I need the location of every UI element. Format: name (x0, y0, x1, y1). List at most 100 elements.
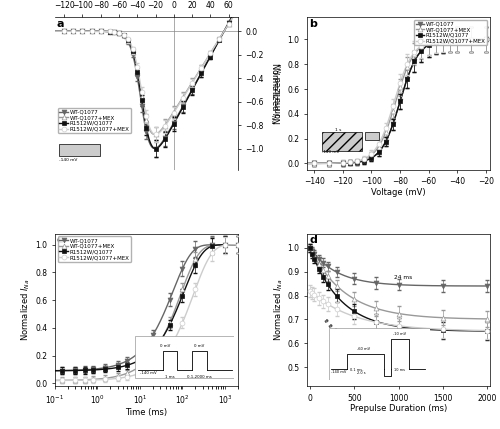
Point (310, 251, 318, 257)
Point (192, 256, 200, 263)
Point (453, 36, 461, 43)
Point (482, 36, 490, 43)
Point (124, 37, 132, 44)
Point (432, 38, 440, 45)
Legend: WT-Q1077, WT-Q1077+MEX, R1512W/Q1077, R1512W/Q1077+MEX: WT-Q1077, WT-Q1077+MEX, R1512W/Q1077, R1… (58, 108, 131, 133)
Point (179, 94, 187, 101)
Point (216, 36, 224, 43)
Point (80, 367, 88, 374)
Point (142, 129, 150, 136)
Point (110, 28, 118, 35)
Point (152, 145, 160, 152)
Point (216, 35, 224, 42)
Point (353, 159, 361, 166)
Point (138, 97, 146, 104)
Point (403, 75, 411, 82)
X-axis label: Prepulse Duration (ms): Prepulse Duration (ms) (350, 404, 447, 413)
Point (96, 28, 104, 35)
Point (353, 158, 361, 165)
Point (60, 28, 68, 35)
Point (310, 160, 318, 167)
Point (110, 29, 118, 36)
Point (224, 19, 232, 26)
Point (120, 32, 128, 39)
Point (324, 301, 332, 308)
Point (142, 117, 150, 124)
Point (170, 121, 178, 127)
Text: a: a (57, 19, 64, 29)
Point (149, 347, 157, 353)
Point (123, 373, 131, 380)
Point (115, 30, 123, 36)
Point (208, 242, 216, 249)
Point (88, 28, 96, 35)
Point (166, 296, 173, 303)
Point (324, 272, 332, 279)
Point (160, 123, 168, 130)
Point (339, 160, 347, 166)
Point (58, 377, 66, 384)
Point (80, 377, 88, 384)
Point (152, 131, 160, 138)
Point (368, 154, 376, 161)
Point (106, 28, 114, 35)
Point (114, 375, 122, 382)
Point (389, 103, 397, 110)
Point (389, 108, 397, 115)
Point (88, 28, 96, 35)
Point (308, 289, 316, 296)
Point (133, 63, 141, 70)
Point (60, 28, 68, 35)
Point (439, 282, 447, 289)
Point (310, 160, 318, 167)
Point (360, 157, 368, 164)
Point (324, 281, 332, 288)
Point (339, 160, 347, 166)
Text: c: c (57, 235, 64, 245)
Point (403, 64, 411, 71)
Point (306, 245, 314, 251)
Point (394, 281, 402, 288)
Y-axis label: Normalized $I_{Na}$: Normalized $I_{Na}$ (20, 279, 32, 341)
Point (446, 36, 454, 43)
Point (432, 37, 440, 44)
Point (136, 356, 144, 363)
Point (234, 241, 242, 248)
Point (114, 373, 122, 380)
Point (58, 367, 66, 374)
Point (70, 28, 78, 35)
Point (306, 287, 314, 294)
Point (339, 160, 347, 166)
Point (439, 37, 447, 44)
Point (389, 121, 397, 127)
Point (179, 94, 187, 101)
Point (482, 36, 490, 43)
Point (206, 50, 214, 57)
Point (446, 36, 454, 43)
Point (396, 98, 404, 105)
Point (192, 286, 200, 293)
Point (88, 28, 96, 35)
Point (315, 255, 323, 262)
Point (332, 269, 340, 275)
Point (374, 149, 382, 156)
Point (149, 350, 157, 357)
X-axis label: Time (ms): Time (ms) (126, 408, 168, 417)
Point (346, 159, 354, 166)
Point (324, 263, 332, 270)
Point (310, 253, 318, 260)
Y-axis label: Normalized $I_{Na}$: Normalized $I_{Na}$ (268, 62, 280, 124)
Point (72, 367, 80, 374)
Point (216, 36, 224, 43)
Point (234, 241, 242, 248)
Point (403, 75, 411, 82)
Point (142, 113, 150, 120)
Point (315, 295, 323, 302)
Point (120, 33, 128, 39)
Point (332, 293, 340, 299)
Point (70, 28, 78, 35)
Point (346, 159, 354, 166)
Point (123, 370, 131, 377)
Point (394, 310, 402, 317)
Point (72, 367, 80, 374)
